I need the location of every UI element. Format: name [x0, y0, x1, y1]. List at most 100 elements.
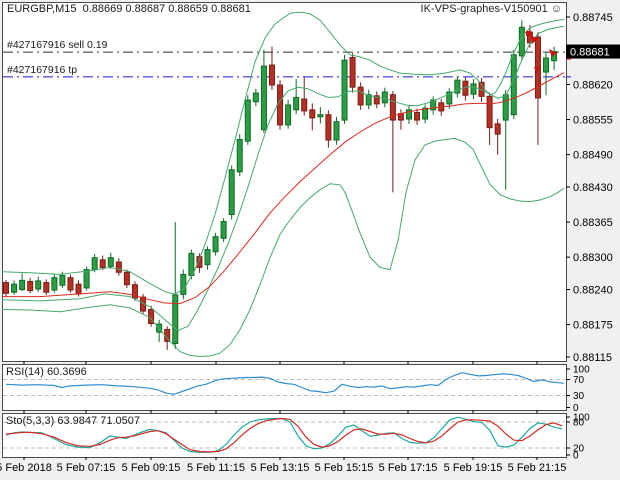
candle	[518, 26, 525, 57]
candle	[422, 107, 429, 120]
sell-arrow-icon	[534, 67, 540, 74]
candle	[446, 91, 453, 105]
rsi-scale-label: 30	[573, 391, 585, 402]
rsi-scale-label: 0	[573, 403, 579, 414]
candle	[333, 121, 340, 141]
candle	[317, 114, 324, 118]
candle	[285, 104, 292, 126]
candle	[123, 271, 130, 286]
candle	[35, 280, 42, 290]
candle	[494, 123, 501, 135]
sell-arrow-icon	[549, 49, 557, 57]
time-axis-label[interactable]: 5 Feb 15:15	[315, 462, 374, 474]
price-tick-label[interactable]: 0.88175	[573, 320, 613, 332]
rsi-scale-label: 70	[573, 375, 585, 386]
price-tick-label[interactable]: 0.88620	[573, 79, 613, 91]
candle	[357, 86, 364, 106]
candle	[115, 261, 122, 273]
candle	[301, 98, 308, 112]
ma_slow-line	[2, 72, 565, 305]
candle	[486, 95, 493, 129]
price-tick-label[interactable]: 0.88555	[573, 115, 613, 127]
candle	[107, 257, 114, 267]
price-tick-label[interactable]: 0.88430	[573, 182, 613, 194]
candle	[406, 109, 412, 120]
candle	[83, 269, 90, 289]
candle	[99, 259, 106, 268]
candle	[27, 280, 34, 292]
candle	[268, 64, 275, 86]
time-axis-label[interactable]: 5 Feb 19:15	[444, 462, 503, 474]
time-axis-label[interactable]: 5 Feb 07:15	[57, 462, 116, 474]
candle	[470, 83, 477, 95]
sto-scale-label: 0	[573, 451, 579, 462]
candle	[11, 283, 18, 293]
candle	[220, 221, 227, 239]
bb_upper-line	[1, 11, 565, 295]
candle	[236, 139, 243, 173]
candle	[180, 273, 187, 295]
candle	[454, 79, 461, 94]
candle	[196, 256, 203, 268]
sto-scale-label: 100	[573, 413, 590, 424]
candle	[67, 277, 74, 291]
candle	[430, 99, 437, 111]
candle	[551, 51, 558, 62]
price-tick-label[interactable]: 0.88300	[573, 252, 613, 264]
time-axis-label[interactable]: 5 Feb 21:15	[508, 462, 567, 474]
candle	[3, 282, 9, 294]
candle	[373, 95, 380, 105]
candle	[381, 91, 388, 104]
time-axis-label[interactable]: 5 Feb 09:15	[122, 462, 181, 474]
candle	[59, 275, 66, 286]
candle	[19, 279, 26, 291]
candle	[172, 294, 179, 345]
candle	[204, 249, 211, 266]
candle	[212, 236, 219, 253]
candle	[91, 257, 98, 271]
time-axis-label[interactable]: 5 Feb 11:15	[187, 462, 245, 474]
candle	[325, 114, 332, 141]
candle	[228, 169, 235, 216]
candle	[277, 84, 284, 126]
current-price-box[interactable]	[566, 44, 620, 59]
price-tick-label[interactable]: 0.88115	[573, 352, 612, 364]
candle	[502, 94, 509, 121]
time-axis-label[interactable]: 5 Feb 17:15	[379, 462, 438, 474]
trade-marker-icon	[526, 31, 531, 36]
price-tick-label[interactable]: 0.88365	[573, 217, 613, 229]
candle	[341, 59, 348, 121]
candle	[51, 277, 58, 291]
sto-signal-line	[5, 417, 563, 453]
candle	[252, 92, 259, 103]
main-panel[interactable]	[2, 2, 567, 362]
sto-scale-label: 20	[573, 444, 585, 455]
sell-arrow-icon	[530, 35, 538, 43]
rsi-panel[interactable]	[2, 364, 567, 411]
candle	[260, 65, 267, 131]
ma_fast-line	[1, 25, 565, 332]
time-axis-label[interactable]: 5 Feb 13:15	[251, 462, 310, 474]
candle	[365, 94, 372, 106]
candle	[389, 94, 396, 121]
time-axis-label[interactable]: 5 Feb 2018	[0, 462, 52, 474]
candle	[510, 54, 517, 116]
current-price-label: 0.88681	[570, 47, 610, 59]
candle	[43, 282, 50, 293]
candle	[293, 96, 300, 111]
candle	[349, 56, 356, 88]
rsi-scale-label: 100	[573, 365, 590, 376]
price-tick-label[interactable]: 0.88240	[573, 285, 613, 297]
price-tick-label[interactable]: 0.88745	[573, 12, 613, 24]
price-tick-label[interactable]: 0.88490	[573, 150, 613, 162]
candle	[75, 283, 82, 295]
bb_lower-line	[1, 137, 565, 358]
candle	[131, 284, 138, 299]
sto-scale-label: 80	[573, 418, 585, 429]
rsi-line	[5, 372, 565, 395]
candle	[309, 109, 316, 119]
candle	[543, 57, 550, 73]
candle	[244, 99, 251, 142]
